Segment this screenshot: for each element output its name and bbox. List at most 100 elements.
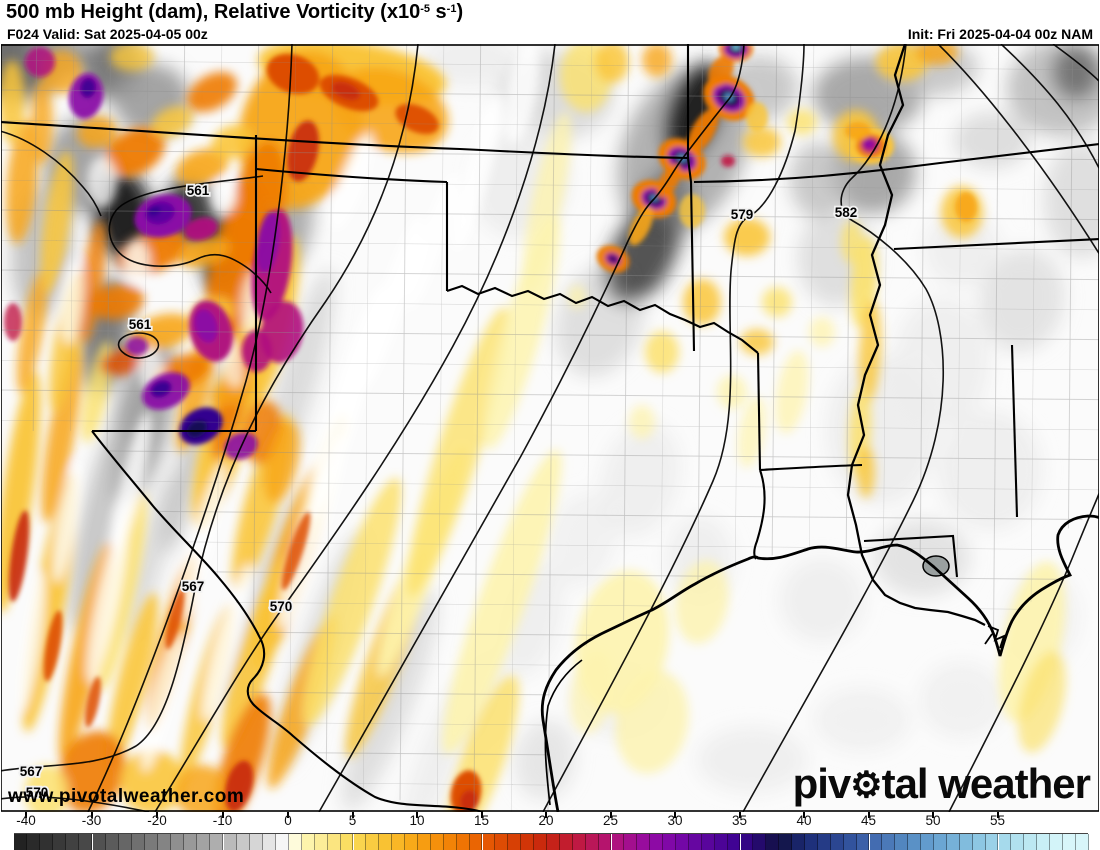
title-superscript-unit: -1 xyxy=(446,3,457,15)
map-frame xyxy=(1,44,1099,812)
colorbar-tick-label: -40 xyxy=(16,813,36,828)
border-ms-al xyxy=(1010,344,1019,518)
colorbar-tick-label: 30 xyxy=(667,813,683,828)
contour-label: 567 xyxy=(182,579,205,594)
contour-561-west xyxy=(1,130,102,217)
colorbar-tick xyxy=(416,812,418,818)
vorticity-blob xyxy=(68,425,124,631)
colorbar-cell xyxy=(392,834,406,850)
colorbar-cell xyxy=(869,834,883,850)
contour-582 xyxy=(948,491,1099,812)
vorticity-blob xyxy=(85,676,101,728)
contour-570 xyxy=(154,44,556,812)
vorticity-blob xyxy=(58,731,126,812)
vorticity-blob xyxy=(615,670,689,774)
gear-icon: ⚙ xyxy=(850,764,882,805)
vorticity-blob xyxy=(780,558,864,642)
colorbar-tick-label: 15 xyxy=(473,813,490,828)
colorbar-cell xyxy=(521,834,535,850)
colorbar-cell xyxy=(882,834,896,850)
colorbar-tick-label: -10 xyxy=(212,813,233,828)
colorbar-tick-label: 0 xyxy=(284,813,292,828)
colorbar-cell xyxy=(236,834,250,850)
contour-ne-2 xyxy=(1000,44,1099,170)
map-header: 500 mb Height (dam), Relative Vorticity … xyxy=(0,0,1100,44)
contour-561-small xyxy=(117,332,160,359)
colorbar-cell xyxy=(353,834,367,850)
colorbar-cell xyxy=(327,834,341,850)
valid-time-label: F024 Valid: Sat 2025-04-05 00z xyxy=(7,26,208,42)
border-la-ms xyxy=(863,534,959,578)
gulf-coastline xyxy=(540,514,1099,812)
page-title: 500 mb Height (dam), Relative Vorticity … xyxy=(6,1,464,23)
border-red-river xyxy=(446,284,759,354)
contour-label: 561 xyxy=(129,317,152,332)
colorbar-cell xyxy=(1011,834,1025,850)
colorbar-cell xyxy=(805,834,818,850)
colorbar-cell xyxy=(766,834,780,850)
colorbar-cell xyxy=(40,834,54,850)
colorbar-cell xyxy=(534,834,547,850)
vorticity-blob xyxy=(1018,651,1066,753)
colorbar-cell xyxy=(262,834,276,850)
contour-label: 570 xyxy=(270,599,293,614)
colorbar-cell xyxy=(585,834,599,850)
colorbar-cell xyxy=(856,834,870,850)
pivotal-weather-logo: piv⚙tal weather xyxy=(792,760,1091,807)
vorticity-blob xyxy=(105,592,159,772)
contour-567 xyxy=(1,44,419,772)
colorbar-cell xyxy=(79,834,93,850)
colorbar-tick-label: 25 xyxy=(602,813,619,828)
colorbar-cell xyxy=(779,834,793,850)
colorbar-tick xyxy=(609,812,612,818)
map-canvas[interactable]: 561 561 567 570 567 570 579 582 xyxy=(0,0,1100,812)
title-superscript-exp: -5 xyxy=(420,3,430,15)
vorticity-blob xyxy=(43,610,63,682)
colorbar-tick xyxy=(25,812,27,818)
contour-label: 567 xyxy=(20,764,43,779)
colorbar-cell xyxy=(676,834,689,850)
colorbar-cell xyxy=(210,834,224,850)
colorbar-tick xyxy=(932,812,934,818)
border-sabine xyxy=(753,469,766,560)
vorticity-blob xyxy=(120,750,184,812)
forecast-map[interactable]: 561 561 567 570 567 570 579 582 xyxy=(0,0,1100,812)
vorticity-blob xyxy=(165,588,185,650)
colorbar-cell xyxy=(456,834,470,850)
vorticity-blob xyxy=(53,460,81,584)
vorticity-blob xyxy=(25,765,69,812)
colorbar-cell xyxy=(959,834,973,850)
contour-564 xyxy=(87,44,293,812)
contour-label: 570 xyxy=(26,785,49,800)
contour-label: 579 xyxy=(731,207,754,222)
colorbar-cell xyxy=(547,834,560,850)
vorticity-blob xyxy=(8,510,30,602)
colorbar-cell xyxy=(559,834,573,850)
colorbar-tick xyxy=(221,812,224,818)
colorbar-cell xyxy=(895,834,909,850)
colorbar-cell xyxy=(663,834,676,850)
colorbar-cell xyxy=(817,834,831,850)
colorbar-cell xyxy=(105,834,119,850)
contour-570-stub xyxy=(1,796,150,812)
colorbar-cell xyxy=(688,834,702,850)
colorbar-ticks xyxy=(0,812,1100,819)
colorbar-cell xyxy=(144,834,158,850)
colorbar-cell xyxy=(727,834,741,850)
colorbar-cell xyxy=(740,834,754,850)
colorbar-cell xyxy=(1063,834,1076,850)
colorbar-cell xyxy=(340,834,354,850)
colorbar-tick-label: 20 xyxy=(538,813,554,828)
vorticity-blob xyxy=(97,492,147,692)
colorbar-cell xyxy=(443,834,457,850)
contour-561-loop xyxy=(108,175,272,294)
init-time-label: Init: Fri 2025-04-04 00z NAM xyxy=(907,26,1093,42)
colorbar-cell xyxy=(908,834,922,850)
colorbar-cell xyxy=(985,834,999,850)
colorbar-cell xyxy=(366,834,380,850)
colorbar-cell xyxy=(314,834,328,850)
colorbar-cell xyxy=(289,834,302,850)
colorbar-tick-label: 55 xyxy=(989,813,1006,828)
contour-label-layer: 561 561 567 570 567 570 579 582 xyxy=(18,181,859,802)
colorbar-cell xyxy=(13,834,27,850)
